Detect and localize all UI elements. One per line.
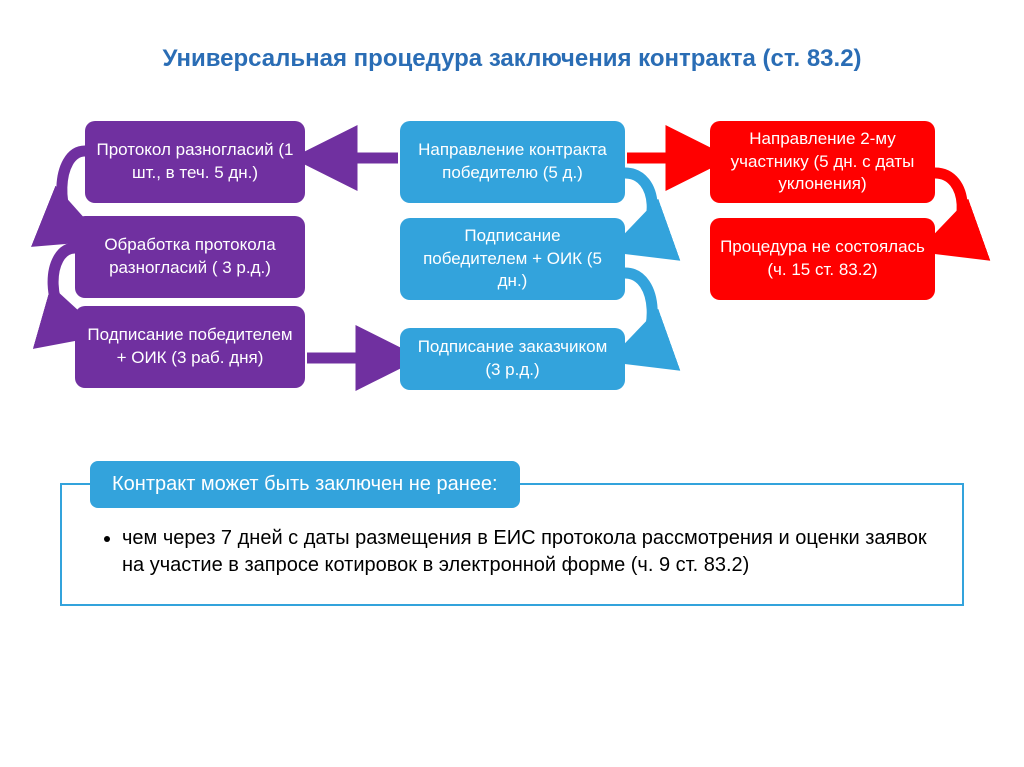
node-process-protocol: Обработка протокола разногласий ( 3 р.д.… [75,216,305,298]
note-panel: Контракт может быть заключен не ранее: ч… [60,483,964,606]
arrow-b1-to-b2-curve-right [625,173,652,243]
arrow-r1-to-r2-curve-right [935,173,962,243]
note-bullet: чем через 7 дней с даты размещения в ЕИС… [122,525,932,579]
node-protocol-disagreements: Протокол разногласий (1 шт., в теч. 5 дн… [85,121,305,203]
node-send-contract-winner: Направление контракта победителю (5 д.) [400,121,625,203]
node-sign-customer: Подписание заказчиком (3 р.д.) [400,328,625,390]
node-procedure-failed: Процедура не состоялась (ч. 15 ст. 83.2) [710,218,935,300]
arrow-b2-to-b3-curve-right [625,273,652,353]
flowchart: Протокол разногласий (1 шт., в теч. 5 дн… [0,103,1024,443]
node-sign-winner-oik-5d: Подписание победителем + ОИК (5 дн.) [400,218,625,300]
page-title: Универсальная процедура заключения контр… [0,0,1024,103]
note-tab-label: Контракт может быть заключен не ранее: [90,461,520,508]
node-send-2nd-participant: Направление 2-му участнику (5 дн. с даты… [710,121,935,203]
node-sign-winner-oik-3d: Подписание победителем + ОИК (3 раб. дня… [75,306,305,388]
